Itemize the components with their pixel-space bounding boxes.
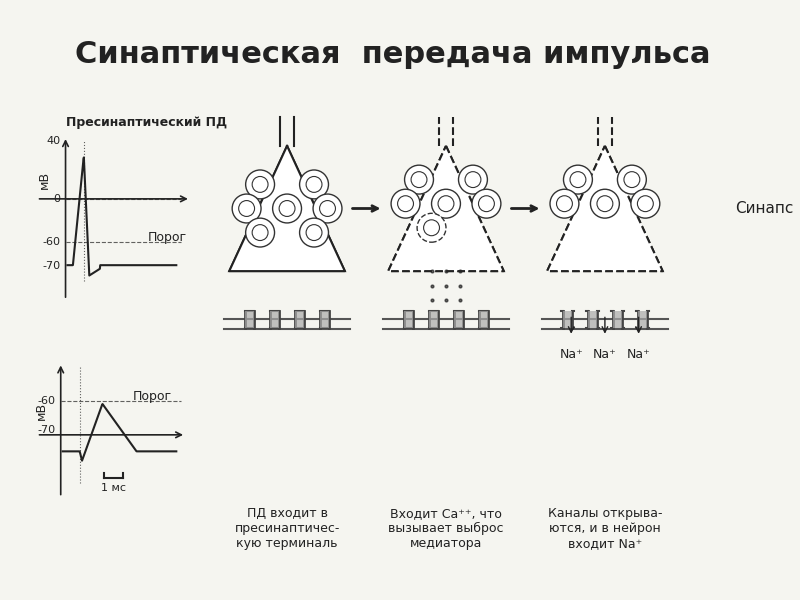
Text: 0: 0 [54,194,61,204]
Text: Na⁺: Na⁺ [626,348,650,361]
Circle shape [550,189,579,218]
Text: Синаптическая  передача импульса: Синаптическая передача импульса [75,40,710,69]
Text: Порог: Порог [147,231,186,244]
Polygon shape [547,146,662,271]
FancyBboxPatch shape [270,311,279,328]
Circle shape [405,165,434,194]
Circle shape [246,218,274,247]
Circle shape [246,170,274,199]
Text: -60: -60 [42,237,61,247]
FancyBboxPatch shape [429,311,438,328]
Circle shape [313,194,342,223]
Circle shape [299,218,329,247]
FancyBboxPatch shape [294,311,305,328]
FancyBboxPatch shape [613,311,622,328]
FancyBboxPatch shape [454,311,463,328]
Text: Na⁺: Na⁺ [593,348,617,361]
FancyBboxPatch shape [320,311,330,328]
Polygon shape [388,146,504,271]
FancyBboxPatch shape [245,311,254,328]
Text: Каналы открыва-
ются, и в нейрон
входит Na⁺: Каналы открыва- ются, и в нейрон входит … [548,507,662,550]
Circle shape [431,189,461,218]
Circle shape [590,189,619,218]
Text: ПД входит в
пресинаптичес-
кую терминаль: ПД входит в пресинаптичес- кую терминаль [234,507,340,550]
Text: -70: -70 [38,425,56,435]
Circle shape [458,165,487,194]
Circle shape [563,165,592,194]
Circle shape [273,194,302,223]
Text: Синапс: Синапс [735,201,794,216]
Text: 1 мс: 1 мс [101,483,126,493]
Polygon shape [230,146,345,271]
Text: Входит Са⁺⁺, что
вызывает выброс
медиатора: Входит Са⁺⁺, что вызывает выброс медиато… [388,507,504,550]
Text: Порог: Порог [133,390,172,403]
Text: 40: 40 [46,136,61,146]
Circle shape [232,194,261,223]
Circle shape [618,165,646,194]
FancyBboxPatch shape [587,311,598,328]
Text: мВ: мВ [35,402,48,420]
Circle shape [472,189,501,218]
FancyBboxPatch shape [562,311,572,328]
Circle shape [631,189,660,218]
Text: Пресинаптический ПД: Пресинаптический ПД [66,116,226,128]
FancyBboxPatch shape [478,311,488,328]
Text: Na⁺: Na⁺ [559,348,583,361]
FancyBboxPatch shape [404,311,414,328]
FancyBboxPatch shape [638,311,647,328]
Circle shape [391,189,420,218]
Circle shape [299,170,329,199]
Text: -70: -70 [42,261,61,271]
Text: -60: -60 [38,396,56,406]
Circle shape [417,214,446,242]
Text: мВ: мВ [38,170,51,188]
